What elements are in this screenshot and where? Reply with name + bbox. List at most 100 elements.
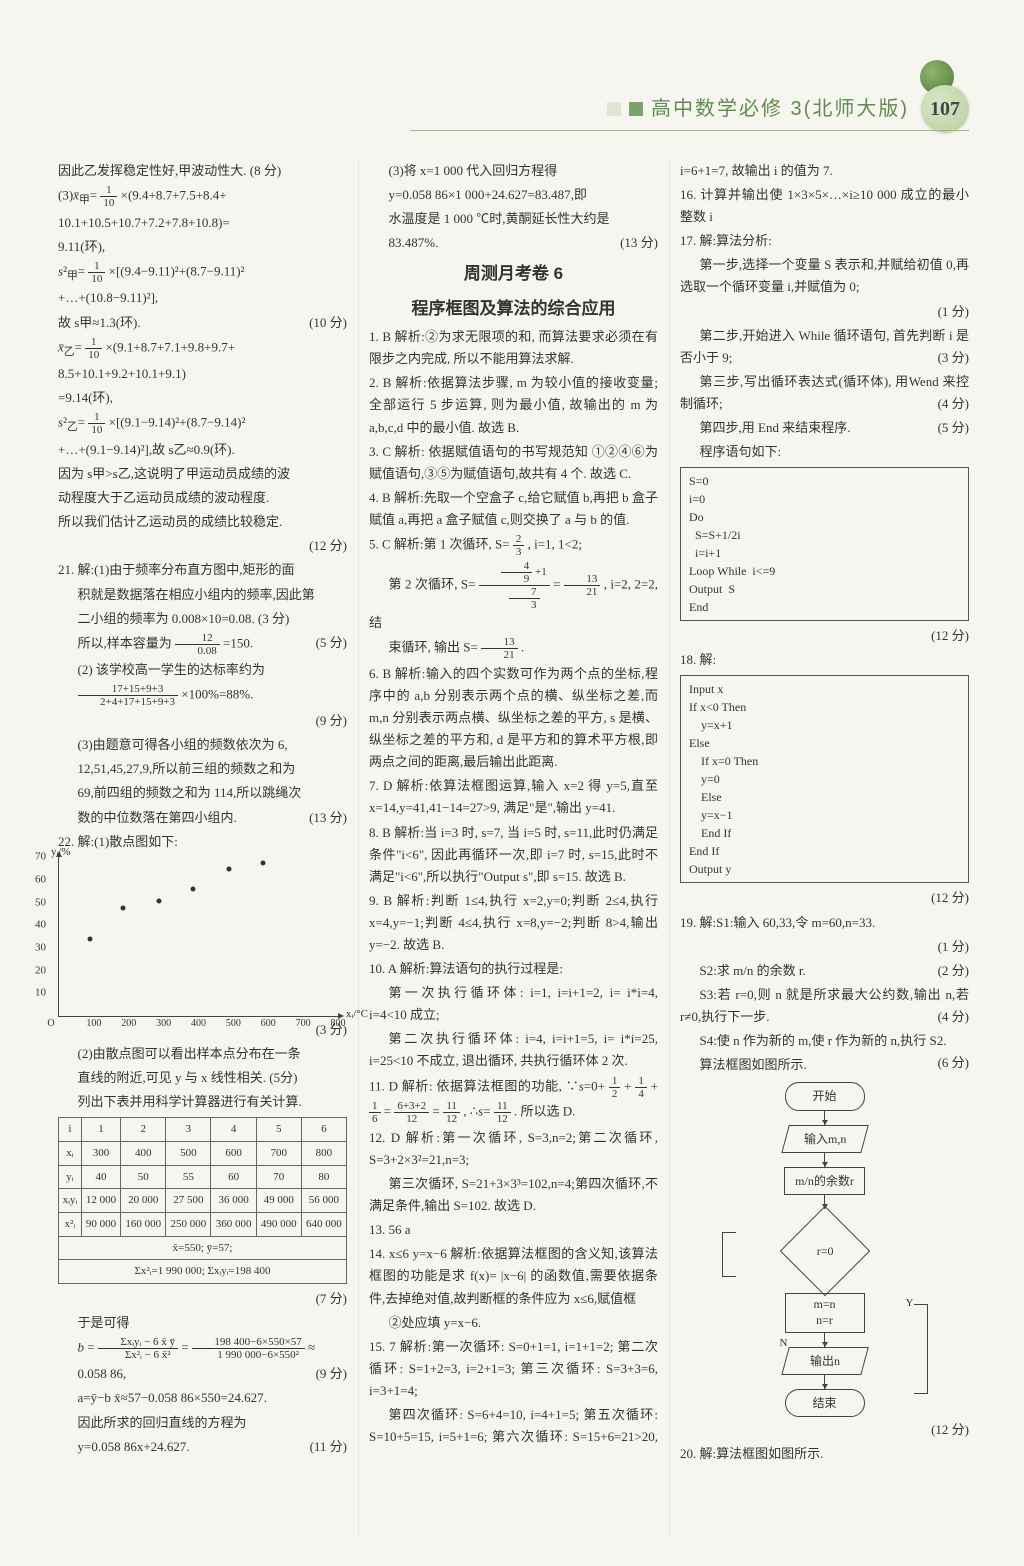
answer-line: 第三次循环, S=21+3×3³=102,n=4;第四次循环,不满足条件,输出 … [369, 1173, 658, 1217]
text-line: 22. 解:(1)散点图如下: [58, 831, 347, 853]
score-mark: (12 分) [58, 535, 347, 557]
fc-no-label: N [780, 1334, 788, 1353]
text-line: 数的中位数落在第四小组内.(13 分) [58, 807, 347, 829]
text-line: x̄乙= 110 ×(9.1+8.7+7.1+9.8+9.7+ [58, 336, 347, 362]
answer-line: 4. B 解析:先取一个空盒子 c,给它赋值 b,再把 b 盒子赋值 a,再把 … [369, 487, 658, 531]
answer-line: 1. B 解析:②为求无限项的和, 而算法要求必须在有限步之内完成, 所以不能用… [369, 326, 658, 370]
answer-line: 18. 解: [680, 649, 969, 671]
text-line: b = Σxᵢyᵢ − 6 x̄ ȳΣx²ᵢ − 6 x̄² = 198 400… [58, 1336, 347, 1361]
text-line: 因此乙发挥稳定性好,甲波动性大. (8 分) [58, 160, 347, 182]
text-line: 故 s甲≈1.3(环).(10 分) [58, 312, 347, 334]
answer-line: 12. D 解析:第一次循环, S=3,n=2;第二次循环, S=3+2×3²=… [369, 1127, 658, 1171]
answer-line: 19. 解:S1:输入 60,33,令 m=60,n=33. [680, 912, 969, 934]
text-line: 0.058 86,(9 分) [58, 1363, 347, 1385]
fc-yes-label: Y [906, 1294, 914, 1313]
test-subtitle: 程序框图及算法的综合应用 [369, 295, 658, 324]
header-marker-dark [629, 102, 643, 116]
flowchart: 开始 输入m,n m/n的余数r r=0 Y N m=nn=r 输出n 结束 [740, 1082, 910, 1417]
text-line: 69,前四组的频数之和为 114,所以跳绳次 [58, 782, 347, 804]
answer-line: 第三步,写出循环表达式(循环体), 用Wend 来控制循环;(4 分) [680, 371, 969, 415]
score-mark: (7 分) [58, 1288, 347, 1310]
text-line: 于是可得 [58, 1312, 347, 1334]
test-title: 周测月考卷 6 [369, 260, 658, 289]
page-header: 高中数学必修 3(北师大版) 107 [607, 85, 969, 133]
text-line: y=0.058 86×1 000+24.627=83.487,即 [369, 184, 658, 206]
fc-output: 输出n [781, 1347, 869, 1375]
text-line: 17+15+9+32+4+17+15+9+3 ×100%=88%. [58, 683, 347, 708]
score-mark: (12 分) [680, 887, 969, 909]
y-axis-title: yᵢ/% [51, 843, 71, 862]
answer-line: 15. 7 解析:第一次循环: S=0+1=1, i=1+1=2; 第二次循环:… [369, 1336, 658, 1402]
text-line: 列出下表并用科学计算器进行有关计算. [58, 1091, 347, 1113]
answer-line: 第二次执行循环体: i=4, i=i+1=5, i= i*i=25, i=25<… [369, 1028, 658, 1072]
scatter-plot: yᵢ/% xᵢ/°C 70605040302010100200300400500… [58, 857, 338, 1017]
x-axis-title: xᵢ/°C [346, 1005, 368, 1024]
answer-line: 8. B 解析:当 i=3 时, s=7, 当 i=5 时, s=11,此时仍满… [369, 822, 658, 888]
answer-line: 第四步,用 End 来结束程序.(5 分) [680, 417, 969, 439]
answer-line: 7. D 解析:依算法框图运算,输入 x=2 得 y=5,直至 x=14,y=4… [369, 775, 658, 819]
text-line: s²甲= 110 ×[(9.4−9.11)²+(8.7−9.11)² [58, 260, 347, 286]
answer-line: 11. D 解析: 依据算法框图的功能, ∵s=0+ 12 + 14 + 16 … [369, 1075, 658, 1125]
answer-line: 16. 计算并输出使 1×3×5×…×i≥10 000 成立的最小整数 i [680, 184, 969, 228]
answer-line: S4:使 n 作为新的 m,使 r 作为新的 n,执行 S2.(6 分) [680, 1030, 969, 1052]
answer-line: S2:求 m/n 的余数 r.(2 分) [680, 960, 969, 982]
answer-line: 3. C 解析: 依据赋值语句的书写规范知 ①②④⑥为赋值语句,③⑤为赋值语句,… [369, 441, 658, 485]
pseudocode-box: Input xIf x<0 Then y=x+1Else If x=0 Then… [680, 675, 969, 883]
score-mark: (1 分) [680, 301, 969, 323]
score-mark: (12 分) [680, 1419, 969, 1441]
header-rule [410, 130, 969, 131]
text-line: 直线的附近,可见 y 与 x 线性相关. (5分) [58, 1067, 347, 1089]
text-line: 水温度是 1 000 ℃时,黄酮延长性大约是 [369, 208, 658, 230]
text-line: 所以我们估计乙运动员的成绩比较稳定. [58, 511, 347, 533]
text-line: ②处应填 y=x−6. [369, 1312, 658, 1334]
answer-line: 14. x≤6 y=x−6 解析:依据算法框图的含义知,该算法框图的功能是求 f… [369, 1243, 658, 1309]
answer-line: 20. 解:算法框图如图所示. [680, 1443, 969, 1465]
fc-end: 结束 [785, 1389, 865, 1417]
page-number-badge: 107 [921, 85, 969, 133]
answer-line: 2. B 解析:依据算法步骤, m 为较小值的接收变量; 全部运行 5 步运算,… [369, 372, 658, 438]
book-title: 高中数学必修 3(北师大版) [651, 92, 909, 126]
text-line: 动程度大于乙运动员成绩的波动程度. [58, 487, 347, 509]
answer-line: 9. B 解析:判断 1≤4,执行 x=2,y=0;判断 2≤4,执行 x=4,… [369, 890, 658, 956]
answer-line: 第一步,选择一个变量 S 表示和,并赋给初值 0,再选取一个循环变量 i,并赋值… [680, 254, 969, 298]
header-marker-light [607, 102, 621, 116]
text-line: a=ȳ−b x̄≈57−0.058 86×550=24.627. [58, 1387, 347, 1409]
fc-input: 输入m,n [781, 1125, 869, 1153]
score-mark: (9 分) [58, 710, 347, 732]
text-line: 83.487%.(13 分) [369, 232, 658, 254]
text-line: 因为 s甲>s乙,这说明了甲运动员成绩的波 [58, 463, 347, 485]
text-line: =9.14(环), [58, 387, 347, 409]
score-mark: (12 分) [680, 625, 969, 647]
answer-line: 13. 56 a [369, 1219, 658, 1241]
text-line: 10.1+10.5+10.7+7.2+7.8+10.8)= [58, 212, 347, 234]
text-line: +…+(9.1−9.14)²],故 s乙≈0.9(环). [58, 439, 347, 461]
fc-start: 开始 [785, 1082, 865, 1110]
fc-proc: m/n的余数r [784, 1167, 865, 1195]
score-mark: (1 分) [680, 936, 969, 958]
answer-line: 17. 解:算法分析: [680, 230, 969, 252]
text-line: (3)x̄甲= 110 ×(9.4+8.7+7.5+8.4+ [58, 184, 347, 210]
text-line: (3)由题意可得各小组的频数依次为 6, [58, 734, 347, 756]
text-line: y=0.058 86x+24.627.(11 分) [58, 1436, 347, 1458]
fc-proc: m=nn=r [785, 1293, 865, 1332]
answer-line: S3:若 r=0,则 n 就是所求最大公约数,输出 n,若 r≠0,执行下一步.… [680, 984, 969, 1028]
answer-line: 6. B 解析:输入的四个实数可作为两个点的坐标,程序中的 a,b 分别表示两个… [369, 663, 658, 773]
text-line: (3)将 x=1 000 代入回归方程得 [369, 160, 658, 182]
answer-line: 第一次执行循环体: i=1, i=i+1=2, i= i*i=4, i=4<10… [369, 982, 658, 1026]
answer-line: 10. A 解析:算法语句的执行过程是: [369, 958, 658, 980]
text-line: (2)由散点图可以看出样本点分布在一条 [58, 1043, 347, 1065]
pseudocode-box: S=0i=0Do S=S+1/2i i=i+1Loop While i<=9Ou… [680, 467, 969, 621]
text-line: (2) 该学校高一学生的达标率约为 [58, 659, 347, 681]
text-line: 21. 解:(1)由于频率分布直方图中,矩形的面 [58, 559, 347, 581]
fc-decision: r=0 [779, 1206, 870, 1297]
text-line: 9.11(环), [58, 236, 347, 258]
answer-line: 束循环, 输出 S= 1321 . [369, 636, 658, 661]
text-line: +…+(10.8−9.11)²], [58, 287, 347, 309]
text-line: 二小组的频率为 0.008×10=0.08. (3 分) [58, 608, 347, 630]
main-columns: 因此乙发挥稳定性好,甲波动性大. (8 分) (3)x̄甲= 110 ×(9.4… [58, 160, 969, 1536]
text-line: 积就是数据落在相应小组内的频率,因此第 [58, 584, 347, 606]
text-line: 因此所求的回归直线的方程为 [58, 1412, 347, 1434]
text-line: 12,51,45,27,9,所以前三组的频数之和为 [58, 758, 347, 780]
answer-line: 第二步,开始进入 While 循环语句, 首先判断 i 是否小于 9;(3 分) [680, 325, 969, 369]
text-line: 8.5+10.1+9.2+10.1+9.1) [58, 363, 347, 385]
